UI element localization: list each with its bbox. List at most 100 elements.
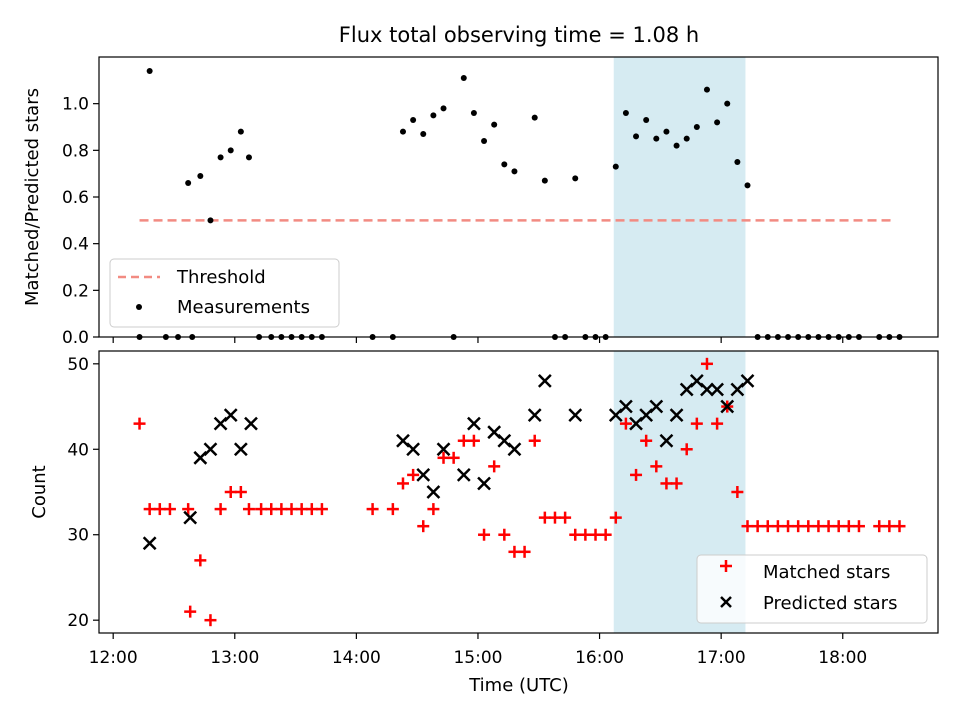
- predicted-star-point: [527, 408, 542, 422]
- measurement-point: [420, 131, 427, 137]
- measurement-point: [207, 217, 214, 224]
- bottom-x-ticks: 12:00 13:00 14:00 15:00 16:00 17:00 18:00: [89, 633, 867, 668]
- top-y-tick-label: 0.2: [62, 281, 89, 301]
- measurement-point: [714, 119, 721, 126]
- matched-star-point: [143, 503, 156, 516]
- matched-star-point: [295, 503, 308, 516]
- chart-title: Flux total observing time = 1.08 h: [339, 23, 699, 47]
- matched-star-point: [640, 434, 653, 447]
- predicted-star-point: [659, 433, 674, 448]
- x-tick-label: 17:00: [697, 648, 746, 668]
- matched-star-point: [508, 545, 521, 558]
- matched-star-point: [467, 434, 480, 447]
- x-axis-label: Time (UTC): [468, 675, 569, 696]
- bottom-legend-box: [696, 554, 928, 624]
- predicted-star-point: [619, 399, 633, 414]
- predicted-star-point: [700, 382, 714, 397]
- bottom-y-ticks: 20 30 40 50: [67, 355, 99, 631]
- measurement-point: [470, 110, 477, 116]
- top-panel: 0.0 0.2 0.4 0.6 0.8 1.0 Matched/Predicted sta…: [22, 56, 939, 348]
- predicted-star-point: [537, 374, 552, 388]
- predicted-star-point: [720, 399, 735, 414]
- measurement-point: [237, 128, 244, 135]
- matched-star-point: [579, 528, 592, 541]
- x-tick-label: 13:00: [210, 648, 259, 668]
- matched-star-point: [893, 520, 906, 533]
- matched-star-point: [427, 503, 440, 516]
- predicted-star-point: [244, 416, 258, 431]
- matched-star-point: [488, 460, 501, 473]
- matched-star-point: [559, 511, 572, 524]
- measurement-point: [633, 133, 640, 140]
- matched-star-point: [234, 486, 247, 498]
- x-tick-label: 15:00: [453, 648, 502, 668]
- measurement-point: [572, 175, 579, 182]
- matched-star-point: [690, 417, 703, 430]
- matched-star-point: [457, 434, 470, 447]
- matched-star-point: [518, 545, 531, 558]
- matched-star-point: [498, 528, 511, 541]
- matched-star-point: [315, 503, 328, 516]
- top-legend-box: [109, 258, 340, 328]
- top-y-tick-label: 0.0: [62, 328, 89, 348]
- legend-predicted-swatch: [720, 596, 732, 608]
- measurement-point: [146, 68, 153, 74]
- predicted-star-point: [203, 442, 218, 457]
- bottom-y-tick-label: 50: [67, 355, 89, 375]
- predicted-star-point: [223, 408, 238, 422]
- matched-star-point: [528, 434, 541, 447]
- measurement-point: [612, 163, 619, 170]
- predicted-star-point: [649, 399, 664, 414]
- matched-star-point: [589, 528, 602, 541]
- measurement-point: [245, 154, 252, 161]
- predicted-star-point: [467, 416, 481, 431]
- matched-star-point: [761, 520, 774, 533]
- measurement-point: [481, 138, 488, 144]
- bottom-marks: [133, 357, 906, 627]
- top-highlight-band: [613, 57, 746, 337]
- x-tick-label: 14:00: [332, 648, 381, 668]
- bottom-y-tick-label: 20: [67, 611, 89, 631]
- matched-star-point: [630, 468, 643, 481]
- top-y-axis-label: Matched/Predicted stars: [22, 88, 43, 306]
- measurement-point: [541, 177, 548, 184]
- matched-star-point: [680, 443, 693, 456]
- bottom-legend: Matched stars Predicted stars: [696, 554, 928, 624]
- matched-star-point: [417, 520, 430, 533]
- matched-star-point: [792, 520, 805, 533]
- predicted-star-point: [426, 485, 441, 499]
- top-y-ticks: 0.0 0.2 0.4 0.6 0.8 1.0: [62, 95, 99, 348]
- legend-measurements-swatch: [136, 304, 142, 310]
- matched-star-point: [832, 520, 845, 533]
- predicted-star-point: [477, 476, 491, 491]
- predicted-star-point: [507, 442, 522, 457]
- matched-star-point: [599, 528, 612, 541]
- measurement-point: [185, 180, 192, 186]
- matched-star-point: [214, 503, 227, 516]
- matched-star-point: [548, 511, 561, 524]
- matched-star-point: [619, 417, 632, 430]
- matched-star-point: [224, 486, 237, 498]
- measurement-point: [440, 105, 447, 112]
- measurement-point: [227, 147, 234, 154]
- legend-matched-label: Matched stars: [763, 562, 890, 583]
- matched-star-point: [609, 511, 622, 524]
- matched-star-point: [407, 468, 420, 481]
- matched-star-point: [842, 520, 855, 533]
- matched-star-point: [670, 477, 683, 490]
- measurement-point: [460, 75, 467, 81]
- matched-star-point: [538, 511, 551, 524]
- top-legend: Threshold Measurements: [109, 258, 340, 328]
- predicted-star-point: [183, 510, 198, 525]
- matched-star-point: [285, 503, 298, 516]
- predicted-star-point: [233, 442, 248, 457]
- matched-star-point: [650, 460, 663, 473]
- bottom-y-axis-label: Count: [29, 465, 50, 518]
- matched-star-point: [741, 520, 754, 533]
- matched-star-point: [396, 477, 409, 490]
- matched-star-point: [275, 503, 288, 516]
- predicted-star-point: [669, 408, 684, 422]
- measurement-point: [703, 86, 710, 93]
- measurement-point: [511, 168, 518, 175]
